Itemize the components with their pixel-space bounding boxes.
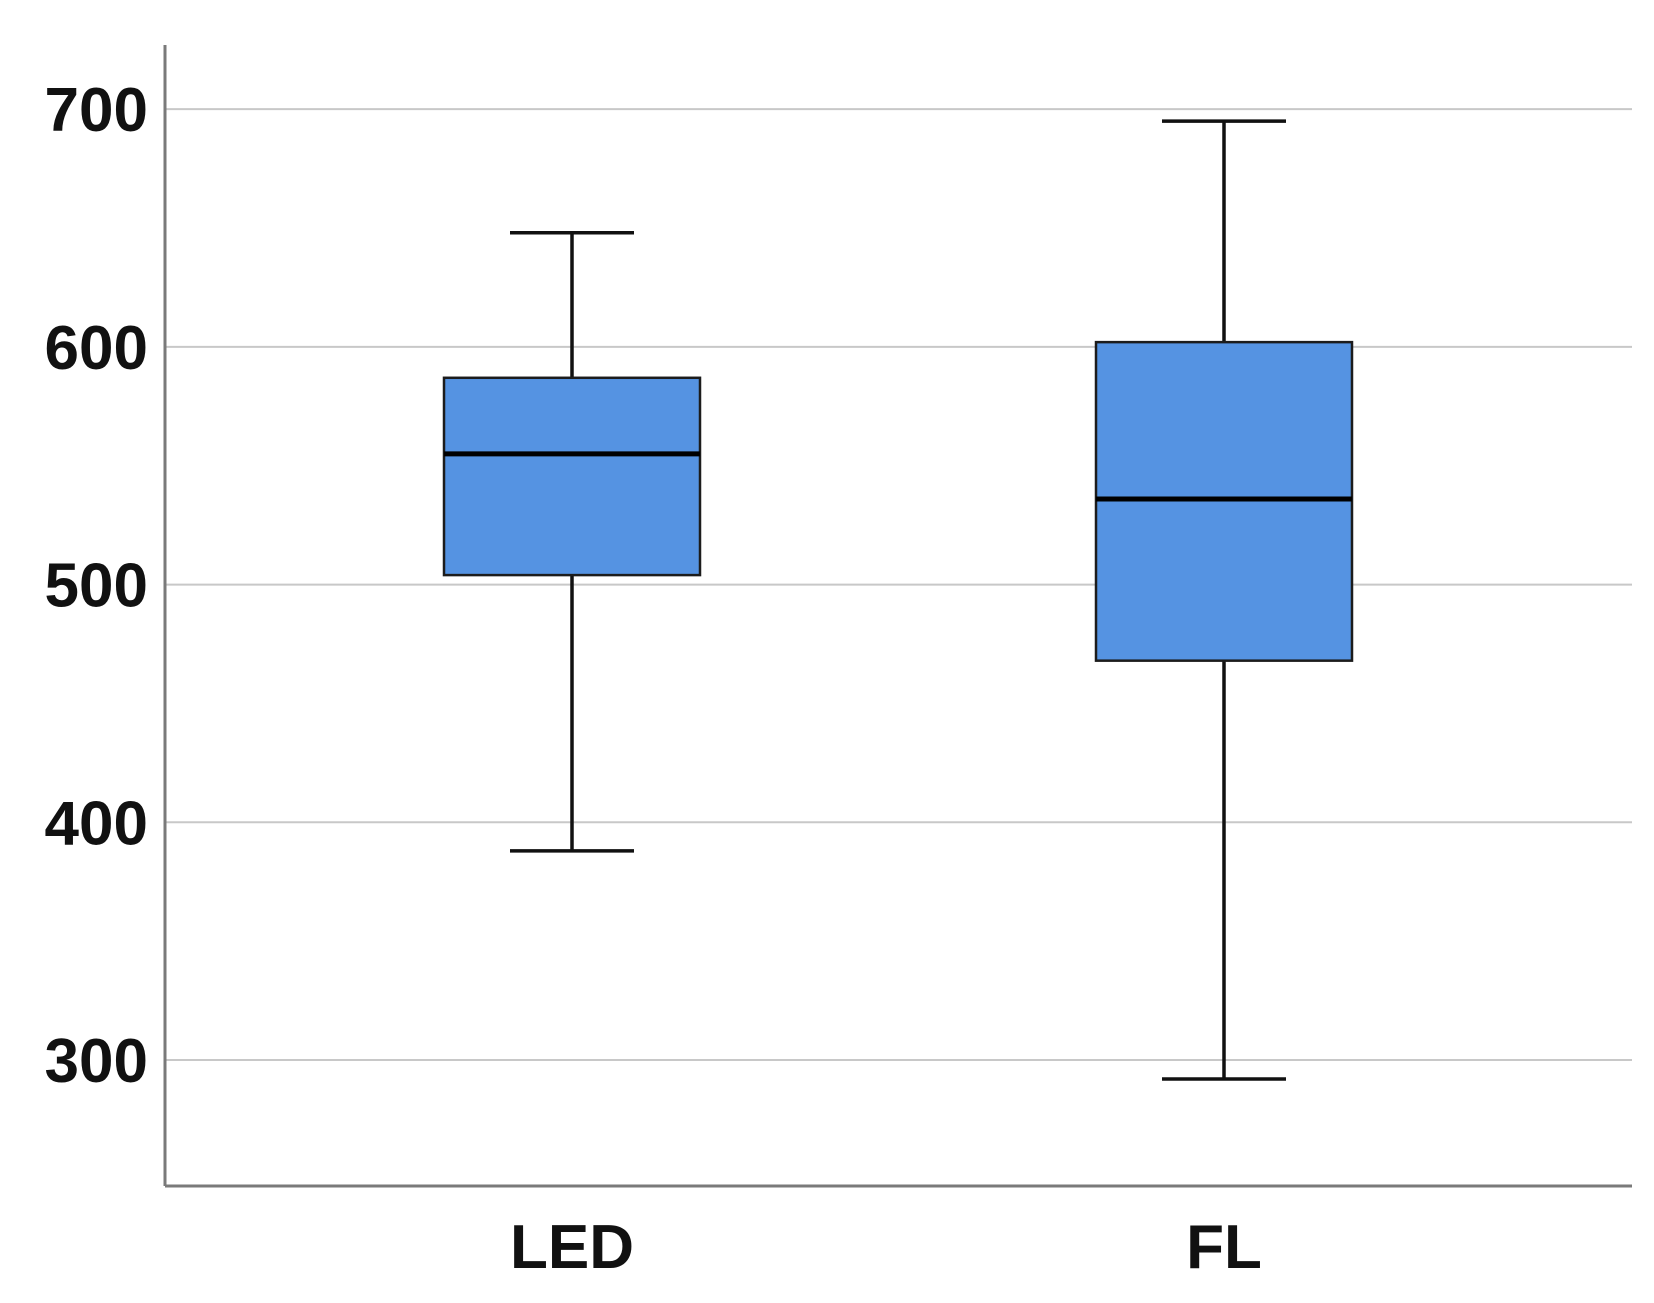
- y-tick-label-400: 400: [45, 789, 148, 858]
- y-tick-label-500: 500: [45, 552, 148, 621]
- gridlines: [165, 108, 1632, 1062]
- box-group-fl: [1094, 119, 1354, 1081]
- y-tick-labels: 300 400 500 600 700: [45, 76, 148, 1096]
- axes: [163, 45, 1632, 1188]
- y-tick-label-600: 600: [45, 314, 148, 383]
- iqr-box-led: [442, 376, 702, 577]
- category-labels: LED FL: [510, 1213, 1262, 1282]
- x-category-label-fl: FL: [1186, 1213, 1262, 1282]
- y-tick-label-700: 700: [45, 76, 148, 145]
- y-tick-label-300: 300: [45, 1027, 148, 1096]
- boxes: [442, 119, 1354, 1081]
- x-category-label-led: LED: [510, 1213, 634, 1282]
- box-group-led: [442, 231, 702, 853]
